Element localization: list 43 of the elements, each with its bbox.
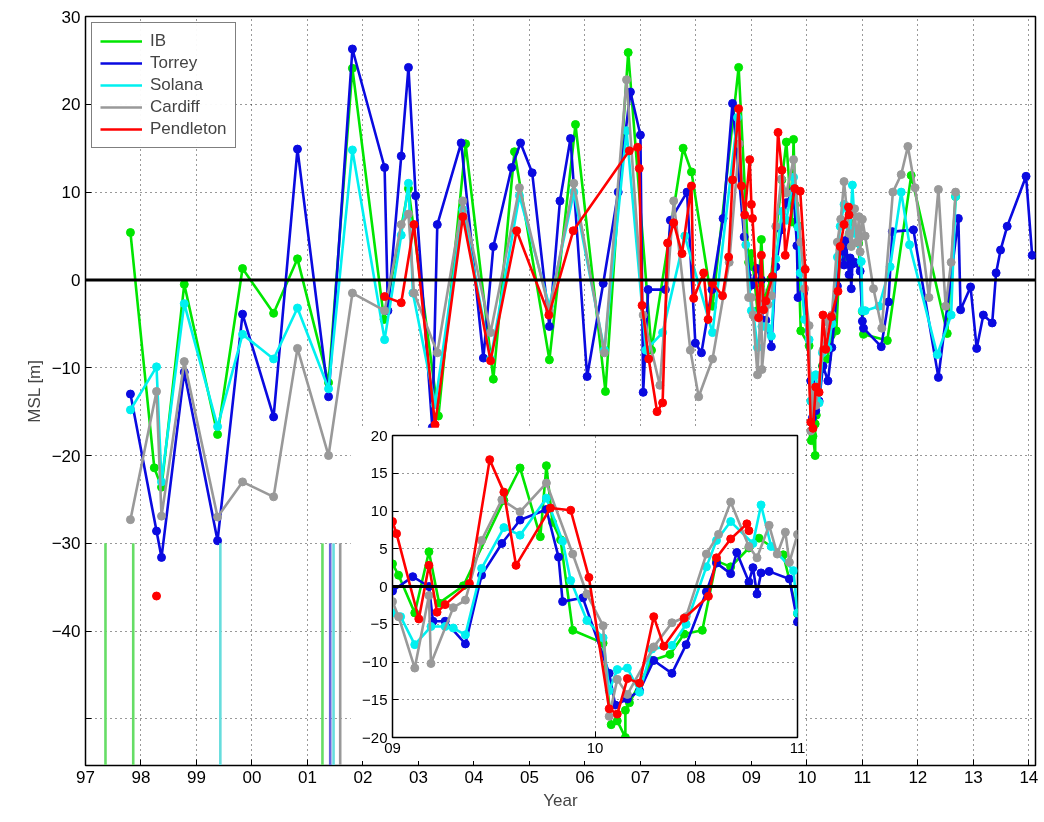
y-tick-label: 15 [370, 464, 388, 482]
x-tick-label: 00 [242, 767, 262, 787]
y-tick-label: −15 [362, 690, 388, 708]
x-tick-label: 08 [686, 767, 706, 787]
y-tick-label: −20 [51, 446, 81, 466]
x-tick-label: 01 [298, 767, 317, 787]
legend-label: Cardiff [150, 97, 200, 117]
x-tick-label: 14 [1019, 767, 1039, 787]
legend-label: Solana [150, 75, 203, 95]
x-tick-label: 05 [519, 767, 539, 787]
x-tick-label: 11 [853, 767, 872, 787]
x-tick-label: 13 [963, 767, 983, 787]
x-tick-label: 10 [586, 738, 604, 756]
legend-label: Torrey [150, 53, 198, 73]
x-tick-label: 02 [353, 767, 373, 787]
x-tick-label: 98 [131, 767, 151, 787]
x-tick-label: 09 [741, 767, 761, 787]
y-tick-label: 30 [61, 7, 81, 27]
y-tick-label: 20 [370, 426, 388, 444]
legend-label: Pendleton [150, 119, 227, 139]
x-axis-title: Year [543, 790, 579, 810]
y-tick-label: −40 [51, 622, 81, 642]
y-tick-label: −5 [370, 615, 388, 633]
y-tick-label: 5 [379, 539, 388, 557]
x-tick-label: 10 [797, 767, 817, 787]
x-tick-label: 06 [575, 767, 595, 787]
y-tick-label: −10 [362, 653, 388, 670]
x-tick-label: 99 [187, 767, 206, 787]
y-tick-label: 0 [379, 577, 388, 595]
y-tick-label: 10 [61, 183, 81, 203]
x-tick-label: 97 [76, 767, 95, 787]
y-tick-label: −10 [51, 358, 81, 378]
y-tick-label: −30 [51, 534, 81, 554]
x-tick-label: 12 [908, 767, 928, 787]
y-axis-title: MSL [m] [24, 359, 44, 423]
x-tick-label: 07 [630, 767, 650, 787]
legend-label: IB [150, 31, 168, 51]
y-tick-label: 10 [370, 502, 388, 519]
x-tick-label: 11 [789, 738, 806, 756]
y-tick-label: 20 [61, 95, 81, 115]
y-tick-label: 0 [71, 270, 81, 290]
x-tick-label: 03 [408, 767, 428, 787]
x-tick-label: 04 [464, 767, 484, 787]
